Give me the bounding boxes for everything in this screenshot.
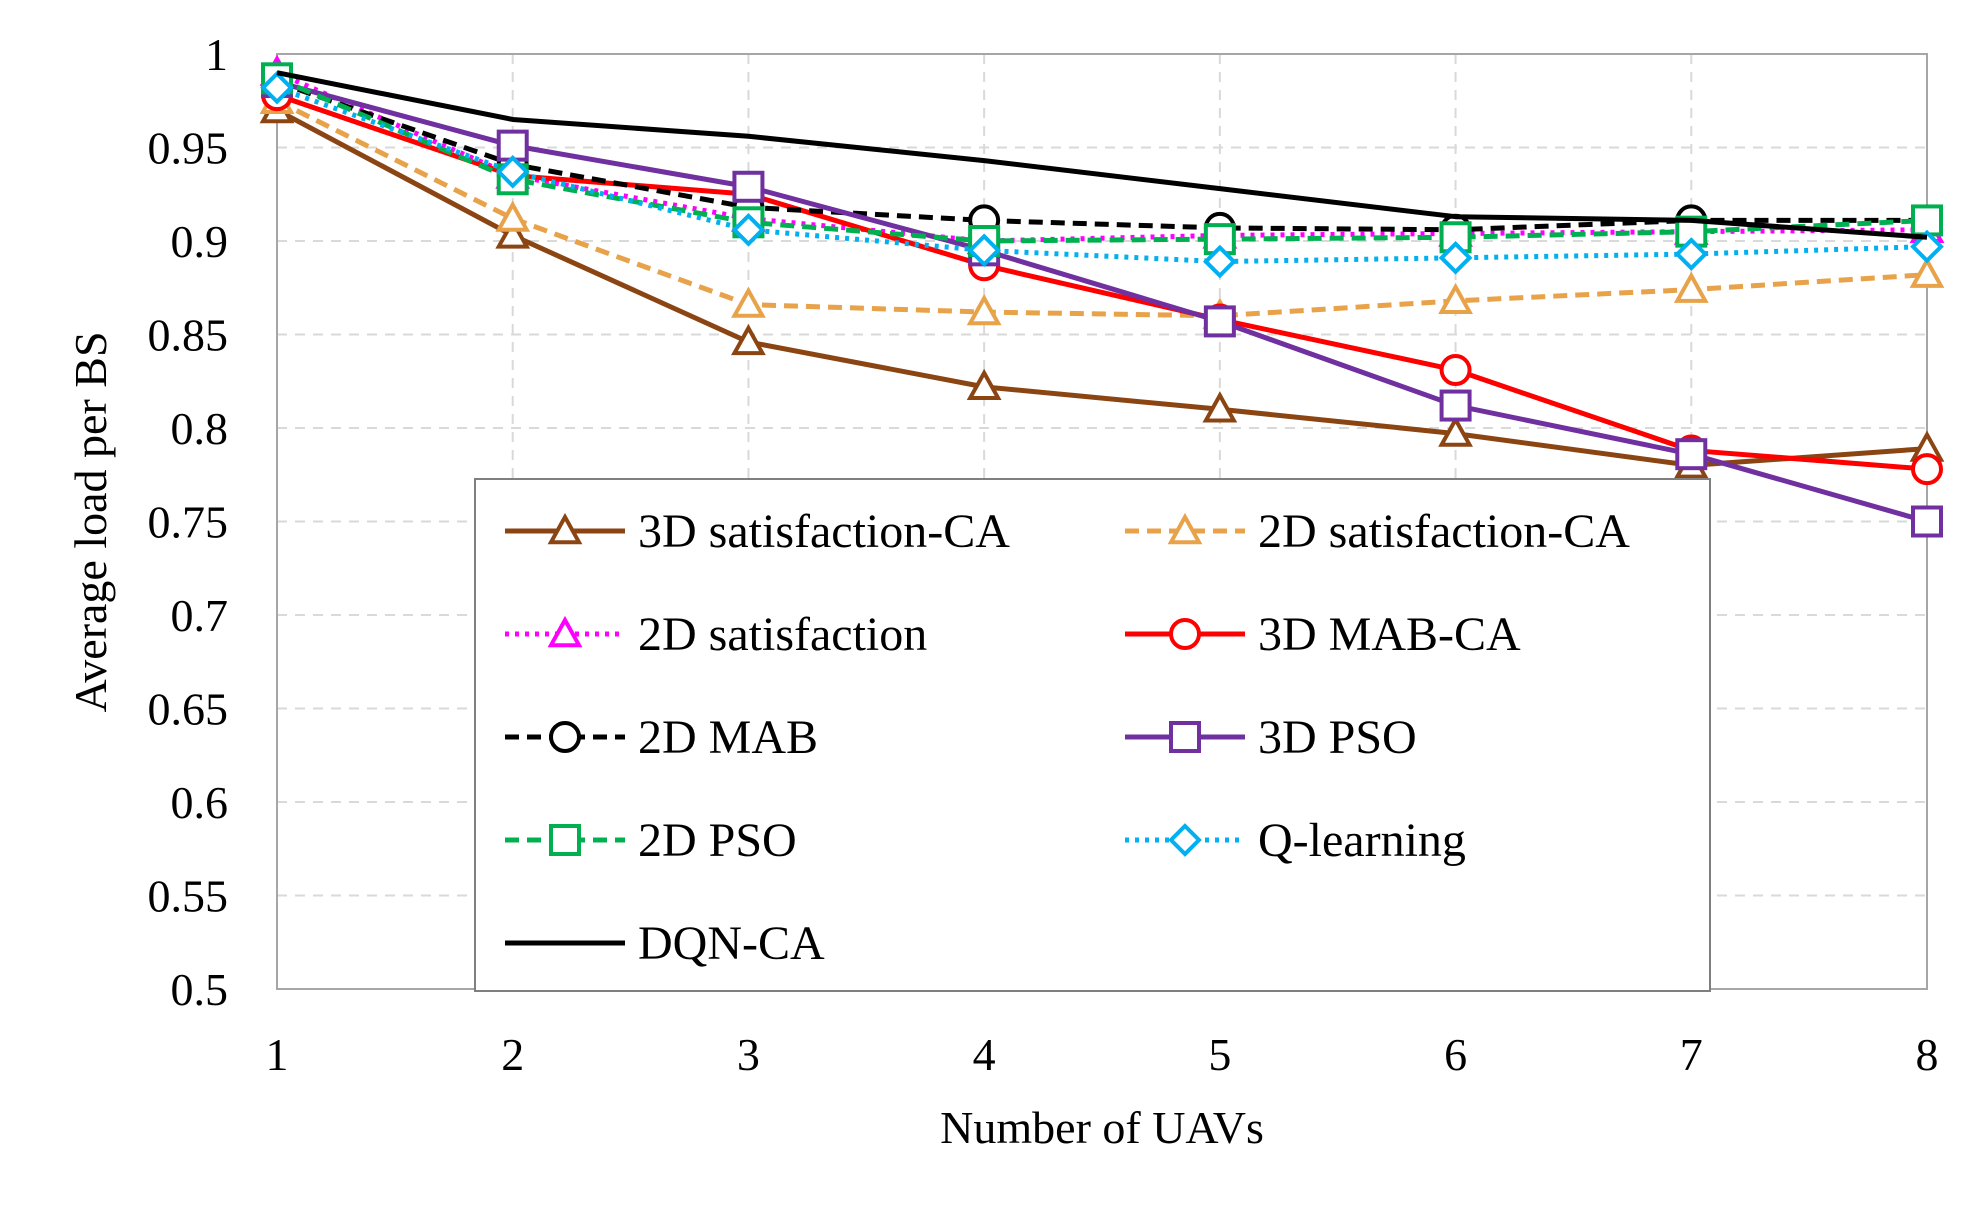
data-point-marker [495,154,530,189]
series-line [275,98,1928,319]
y-tick-label: 0.5 [171,964,229,1015]
legend-marker [1169,721,1201,753]
x-tick-label: 5 [1208,1029,1231,1080]
data-point-marker [1203,305,1236,338]
data-point-marker [731,212,766,247]
data-point-marker [1673,271,1709,303]
legend-label: Q-learning [1258,814,1466,867]
legend-item-dqn-ca: DQN-CA [505,917,825,970]
y-tick-label: 0.85 [148,310,229,361]
legend-label: DQN-CA [638,917,825,970]
y-tick-label: 0.95 [148,123,229,174]
legend-label: 2D satisfaction-CA [1258,505,1630,558]
legend-label: 2D MAB [638,711,818,764]
x-tick-label: 7 [1680,1029,1703,1080]
y-tick-label: 0.75 [148,497,229,548]
x-tick-label: 1 [266,1029,289,1080]
legend-marker [547,512,583,545]
data-point-marker [731,323,766,356]
data-point-marker [1438,415,1473,447]
data-point-marker [732,170,765,203]
data-point-marker [1439,389,1472,422]
series-q-learning [260,70,1944,279]
x-tick-label: 8 [1916,1029,1939,1080]
x-axis-ticks: 1 2 3 4 5 6 7 8 [266,1029,1939,1080]
legend-marker [547,615,583,648]
legend-item-2d-pso: 2D PSO [505,814,797,867]
y-tick-label: 1 [205,29,228,80]
legend-marker [549,721,581,753]
series-line [276,70,1928,240]
data-point-marker [495,200,531,232]
legend-marker [1167,512,1203,545]
series-line [276,79,1928,524]
legend-marker [1169,618,1201,650]
y-tick-label: 0.9 [171,216,229,267]
data-point-marker [1203,244,1237,279]
legend-item-2d-satisfaction-ca: 2D satisfaction-CA [1125,505,1630,558]
legend-label: 2D satisfaction [638,608,927,661]
y-axis-title: Average load per BS [65,331,116,712]
y-tick-label: 0.6 [171,777,229,828]
legend-item-3d-mab-ca: 3D MAB-CA [1125,608,1521,661]
data-point-marker [967,233,1001,268]
x-axis-title: Number of UAVs [940,1102,1264,1153]
legend-box [474,478,1711,992]
legend-item-q-learning: Q-learning [1125,814,1466,867]
series-line [276,70,1928,244]
data-point-marker [1675,438,1708,471]
legend-item-3d-satisfaction-ca: 3D satisfaction-CA [505,505,1010,558]
data-point-marker [1674,237,1709,271]
series-line [276,85,1928,265]
legend-label: 3D satisfaction-CA [638,505,1010,558]
legend-item-3d-pso: 3D PSO [1125,711,1417,764]
y-tick-label: 0.55 [148,871,229,922]
legend-marker [1168,823,1202,857]
x-tick-label: 4 [973,1029,996,1080]
x-tick-label: 2 [501,1029,524,1080]
y-tick-label: 0.8 [171,403,229,454]
y-axis-ticks: 0.5 0.55 0.6 0.65 0.7 0.75 0.8 0.85 0.9 0.95 1 [148,29,229,1015]
x-tick-label: 6 [1444,1029,1467,1080]
series-line [276,92,1928,472]
legend-marker [549,824,581,856]
series-line [276,76,1928,244]
legend-label: 3D PSO [1258,711,1417,764]
y-tick-label: 0.65 [148,684,229,735]
data-point-marker [1910,229,1944,264]
y-tick-label: 0.7 [171,590,229,641]
data-point-marker [1911,505,1943,538]
legend-label: 2D PSO [638,814,797,867]
data-point-marker [731,286,766,318]
series-dqn-ca [276,70,1928,240]
legend-item-2d-satisfaction: 2D satisfaction [505,608,927,661]
data-point-marker [1911,453,1943,486]
data-point-marker [260,70,294,105]
data-point-marker [1438,282,1473,315]
series-line [275,107,1928,468]
data-point-marker [966,293,1002,326]
data-point-marker [495,217,531,249]
x-tick-label: 3 [737,1029,760,1080]
data-point-marker [1438,241,1473,275]
series-lines [259,54,1945,538]
data-point-marker [1909,256,1945,288]
legend-label: 3D MAB-CA [1258,608,1521,661]
legend-item-2d-mab: 2D MAB [505,711,818,764]
legend: 3D satisfaction-CA 2D satisfaction-CA 2D s… [474,478,1711,992]
data-point-marker [1202,391,1238,423]
data-point-marker [1439,354,1472,387]
data-point-marker [966,368,1002,401]
